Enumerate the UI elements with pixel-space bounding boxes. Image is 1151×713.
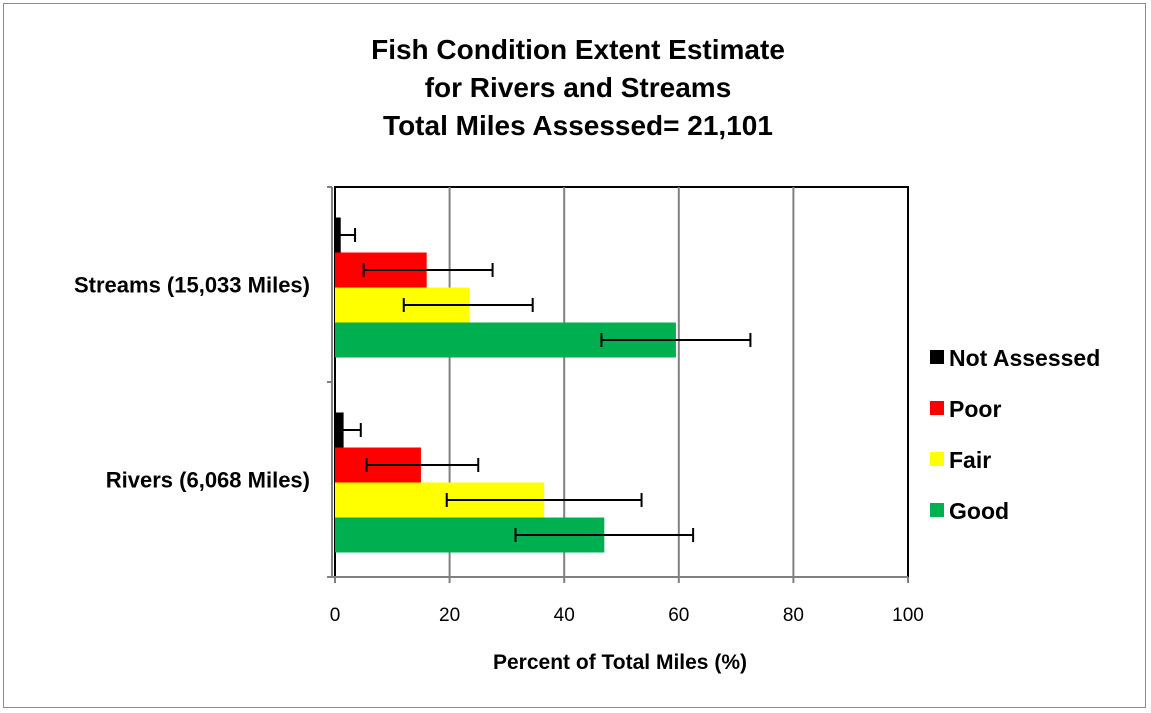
legend-label: Not Assessed <box>949 345 1100 371</box>
legend-swatch <box>930 452 944 466</box>
error-bars <box>334 228 752 542</box>
chart-title-line-2: for Rivers and Streams <box>425 72 732 103</box>
chart-title-line-1: Fish Condition Extent Estimate <box>371 34 785 65</box>
category-labels: Streams (15,033 Miles) Rivers (6,068 Mile… <box>74 273 310 493</box>
y-axis <box>327 186 333 578</box>
x-tick-label: 0 <box>330 605 341 626</box>
bars <box>335 217 676 553</box>
chart-title: Fish Condition Extent Estimate for River… <box>371 34 785 141</box>
x-tick-label: 100 <box>892 605 924 626</box>
legend-swatch <box>930 401 944 415</box>
x-tick-label: 60 <box>668 605 689 626</box>
chart-frame <box>3 3 1146 708</box>
category-label: Rivers (6,068 Miles) <box>106 468 310 493</box>
x-tick-label: 80 <box>783 605 804 626</box>
chart-title-line-3: Total Miles Assessed= 21,101 <box>383 110 773 141</box>
legend-label: Poor <box>949 396 1001 422</box>
legend-label: Good <box>949 498 1009 524</box>
x-tick-label: 20 <box>439 605 460 626</box>
legend-label: Fair <box>949 447 991 473</box>
x-axis: 0 20 40 60 80 100 <box>330 576 924 626</box>
category-label: Streams (15,033 Miles) <box>74 273 310 298</box>
legend: Not Assessed Poor Fair Good <box>930 345 1100 524</box>
legend-swatch <box>930 350 944 364</box>
x-tick-label: 40 <box>554 605 575 626</box>
gridlines <box>448 187 795 577</box>
legend-swatch <box>930 503 944 517</box>
x-axis-title: Percent of Total Miles (%) <box>493 651 747 674</box>
